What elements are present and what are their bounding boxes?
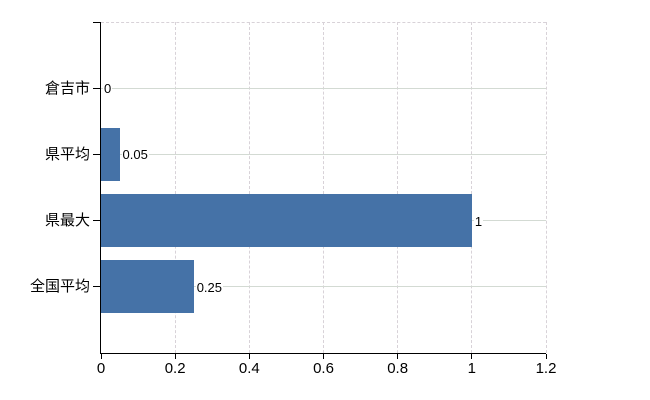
bar-県最大	[101, 194, 472, 248]
x-axis-tick	[545, 354, 547, 359]
bar-県平均	[101, 127, 120, 181]
x-gridline	[471, 22, 473, 353]
x-axis-tick	[248, 354, 250, 359]
y-axis-tick	[93, 153, 100, 155]
bar-value-label: 0.05	[121, 147, 149, 163]
y-axis-tick	[93, 220, 100, 222]
x-tick-label: 1	[467, 360, 476, 377]
y-gridline	[101, 286, 546, 288]
y-gridline	[101, 153, 546, 155]
x-tick-label: 0.4	[238, 360, 260, 377]
x-axis-tick	[397, 354, 399, 359]
y-axis-tick	[93, 87, 100, 89]
x-tick-label: 1.2	[535, 360, 557, 377]
x-tick-label: 0.2	[164, 360, 186, 377]
x-gridline	[397, 22, 399, 353]
x-gridline	[545, 22, 547, 353]
x-tick-label: 0.8	[387, 360, 409, 377]
y-axis-tick	[93, 22, 100, 23]
x-tick-label: 0.6	[313, 360, 334, 377]
bar-value-label: 0	[103, 81, 113, 97]
x-gridline	[323, 22, 324, 353]
x-tick-label: 0	[96, 360, 106, 377]
category-label-県平均: 県平均	[44, 145, 90, 163]
category-label-全国平均: 全国平均	[29, 278, 90, 296]
x-axis-tick	[471, 354, 473, 359]
category-label-県最大: 県最大	[44, 212, 90, 230]
x-axis-tick	[100, 354, 102, 359]
x-gridline	[174, 22, 176, 353]
category-label-倉吉市: 倉吉市	[44, 79, 90, 97]
bar-全国平均	[101, 260, 194, 314]
x-axis-tick	[174, 354, 176, 359]
y-gridline	[101, 87, 546, 89]
x-gridline	[248, 22, 250, 353]
bar-value-label: 0.25	[195, 279, 224, 295]
bar-value-label: 1	[473, 213, 484, 229]
x-axis-line	[100, 353, 546, 354]
y-axis-tick	[93, 286, 100, 288]
x-axis-tick	[323, 354, 324, 359]
y-axis-line	[100, 22, 101, 354]
